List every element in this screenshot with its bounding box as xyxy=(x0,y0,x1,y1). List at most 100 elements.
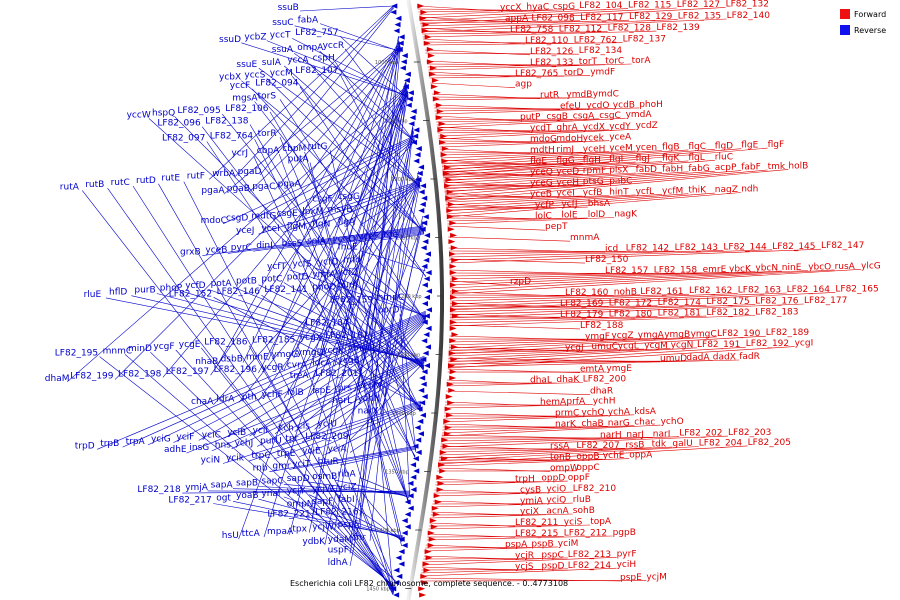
forward-gene-label[interactable]: rluC xyxy=(715,152,733,162)
reverse-gene-label[interactable]: ymjA xyxy=(185,483,209,493)
forward-gene-label[interactable]: ymdA xyxy=(626,110,653,120)
reverse-gene-label[interactable]: yciE xyxy=(302,447,321,457)
forward-gene-label[interactable]: lolD xyxy=(588,210,606,220)
forward-gene-label[interactable]: mdoG xyxy=(530,135,557,145)
reverse-gene-label[interactable]: sapC xyxy=(261,476,283,486)
forward-gene-label[interactable]: ychO xyxy=(661,417,684,427)
reverse-gene-label[interactable]: potD xyxy=(287,272,309,282)
forward-gene-label[interactable]: flgC xyxy=(688,142,706,152)
reverse-gene-label[interactable]: minD xyxy=(128,344,152,354)
forward-gene-label[interactable]: ychQ xyxy=(581,408,604,418)
forward-gene-label[interactable]: pyrF xyxy=(617,549,637,559)
reverse-gene-label[interactable]: ycjY xyxy=(287,487,306,497)
reverse-gene-label[interactable]: ychN xyxy=(358,394,381,404)
reverse-gene-label[interactable]: trpE xyxy=(277,449,296,459)
reverse-gene-label[interactable]: yciG xyxy=(151,435,171,445)
reverse-gene-label[interactable]: rutA xyxy=(60,182,80,192)
forward-gene-label[interactable]: ymdF xyxy=(590,68,615,78)
forward-gene-label[interactable]: LF82_212 xyxy=(564,529,607,539)
forward-gene-label[interactable]: torC xyxy=(605,57,624,67)
forward-gene-label[interactable]: LF82_189 xyxy=(766,328,810,338)
forward-gene-label[interactable]: cspG xyxy=(553,2,575,12)
reverse-gene-label[interactable]: ycfS xyxy=(292,260,311,270)
reverse-gene-label[interactable]: ymgI xyxy=(348,344,370,354)
reverse-gene-label[interactable]: ycfD xyxy=(185,281,205,291)
forward-gene-label[interactable]: oppC xyxy=(576,463,599,473)
reverse-gene-label[interactable]: yccM xyxy=(270,68,293,78)
reverse-gene-label[interactable]: pyrC xyxy=(231,243,252,253)
forward-gene-label[interactable]: icd xyxy=(605,244,618,254)
reverse-gene-label[interactable]: ydbK xyxy=(302,537,326,547)
reverse-gene-label[interactable]: purB xyxy=(134,286,155,296)
forward-gene-label[interactable]: emtA xyxy=(580,365,605,375)
forward-gene-label[interactable]: ymgC xyxy=(691,329,717,339)
forward-gene-label[interactable]: tdk xyxy=(652,440,667,450)
forward-gene-label[interactable]: LF82_215 xyxy=(515,529,558,539)
reverse-gene-label[interactable]: csgD xyxy=(226,214,248,224)
forward-gene-label[interactable]: ymdB xyxy=(566,90,592,100)
reverse-gene-label[interactable]: LF82_209 xyxy=(305,432,349,442)
forward-gene-label[interactable]: flgK xyxy=(662,154,680,164)
forward-gene-label[interactable]: ycdX xyxy=(583,122,605,132)
forward-gene-label[interactable]: fabG xyxy=(688,164,709,174)
forward-gene-label[interactable]: LF82_140 xyxy=(727,11,771,21)
reverse-gene-label[interactable]: ldrA xyxy=(216,395,235,405)
reverse-gene-label[interactable]: LF82_159 xyxy=(330,295,374,305)
forward-gene-label[interactable]: pepT xyxy=(545,222,568,232)
forward-gene-label[interactable]: dhaR xyxy=(590,387,613,397)
reverse-gene-label[interactable]: dsbB xyxy=(221,355,243,365)
forward-gene-label[interactable]: pspE xyxy=(620,573,642,583)
forward-gene-label[interactable]: emrE xyxy=(703,265,727,275)
forward-gene-label[interactable]: mdoH xyxy=(556,134,583,144)
forward-gene-label[interactable]: lolE xyxy=(561,211,578,221)
forward-gene-label[interactable]: csgC xyxy=(599,111,621,121)
forward-gene-label[interactable]: yciM xyxy=(558,539,579,549)
reverse-gene-label[interactable]: yciA xyxy=(328,445,348,455)
reverse-gene-label[interactable]: mpaA xyxy=(267,527,294,537)
forward-gene-label[interactable]: sohB xyxy=(573,506,595,516)
reverse-gene-label[interactable]: hflD xyxy=(109,288,127,298)
forward-gene-label[interactable]: ptsG xyxy=(583,177,604,187)
forward-gene-label[interactable]: pabC xyxy=(609,177,632,187)
forward-gene-label[interactable]: yceD xyxy=(556,167,579,177)
reverse-gene-label[interactable]: ymfA xyxy=(312,270,336,280)
reverse-gene-label[interactable]: ssuD xyxy=(219,35,241,45)
forward-gene-label[interactable]: chaB xyxy=(581,419,603,429)
reverse-gene-label[interactable]: borD xyxy=(378,306,400,316)
forward-gene-label[interactable]: oppA xyxy=(629,451,653,461)
reverse-gene-label[interactable]: sapA xyxy=(211,481,234,491)
reverse-gene-label[interactable]: trpB xyxy=(100,439,119,449)
reverse-gene-label[interactable]: ssuB xyxy=(278,3,299,13)
forward-gene-label[interactable]: ycgL xyxy=(618,342,639,352)
reverse-gene-label[interactable]: ycfQ xyxy=(318,258,339,268)
reverse-gene-label[interactable]: flgM xyxy=(287,222,306,232)
forward-gene-label[interactable]: LF82_205 xyxy=(748,438,791,448)
reverse-gene-label[interactable]: lpxM xyxy=(302,207,323,217)
reverse-gene-label[interactable]: fnr xyxy=(353,533,366,543)
reverse-gene-label[interactable]: cbpA xyxy=(257,146,280,156)
forward-gene-label[interactable]: ychH xyxy=(593,396,616,406)
forward-gene-label[interactable]: efeU xyxy=(560,102,581,112)
forward-gene-label[interactable]: ymiA xyxy=(520,496,544,506)
forward-gene-label[interactable]: LF82_163 xyxy=(738,286,781,296)
reverse-gene-label[interactable]: LF82_764 xyxy=(210,131,254,141)
forward-gene-label[interactable]: nohB xyxy=(614,287,637,297)
forward-gene-label[interactable]: LF82_192 xyxy=(746,339,789,349)
reverse-gene-label[interactable]: LF82_184 xyxy=(305,318,349,328)
forward-gene-label[interactable]: LF82_762 xyxy=(574,35,617,45)
reverse-gene-label[interactable]: kch xyxy=(278,424,294,434)
forward-gene-label[interactable]: ninE xyxy=(782,263,802,273)
reverse-gene-label[interactable]: mgsA xyxy=(232,94,258,104)
forward-gene-label[interactable]: narI xyxy=(653,429,671,439)
forward-gene-label[interactable]: yceI xyxy=(556,189,574,199)
forward-gene-label[interactable]: acnA xyxy=(546,507,569,517)
forward-gene-label[interactable]: LF82_137 xyxy=(623,35,666,45)
reverse-gene-label[interactable]: ldhA xyxy=(328,558,349,568)
forward-gene-label[interactable]: ycek xyxy=(583,133,605,143)
forward-gene-label[interactable]: ycjM xyxy=(646,572,667,582)
forward-gene-label[interactable]: rusA xyxy=(835,262,856,272)
reverse-gene-label[interactable]: LF82_198 xyxy=(118,369,162,379)
reverse-gene-label[interactable]: yceJ xyxy=(236,226,254,236)
reverse-gene-label[interactable]: cvrA xyxy=(287,361,308,371)
reverse-gene-label[interactable]: lolB xyxy=(287,388,304,398)
